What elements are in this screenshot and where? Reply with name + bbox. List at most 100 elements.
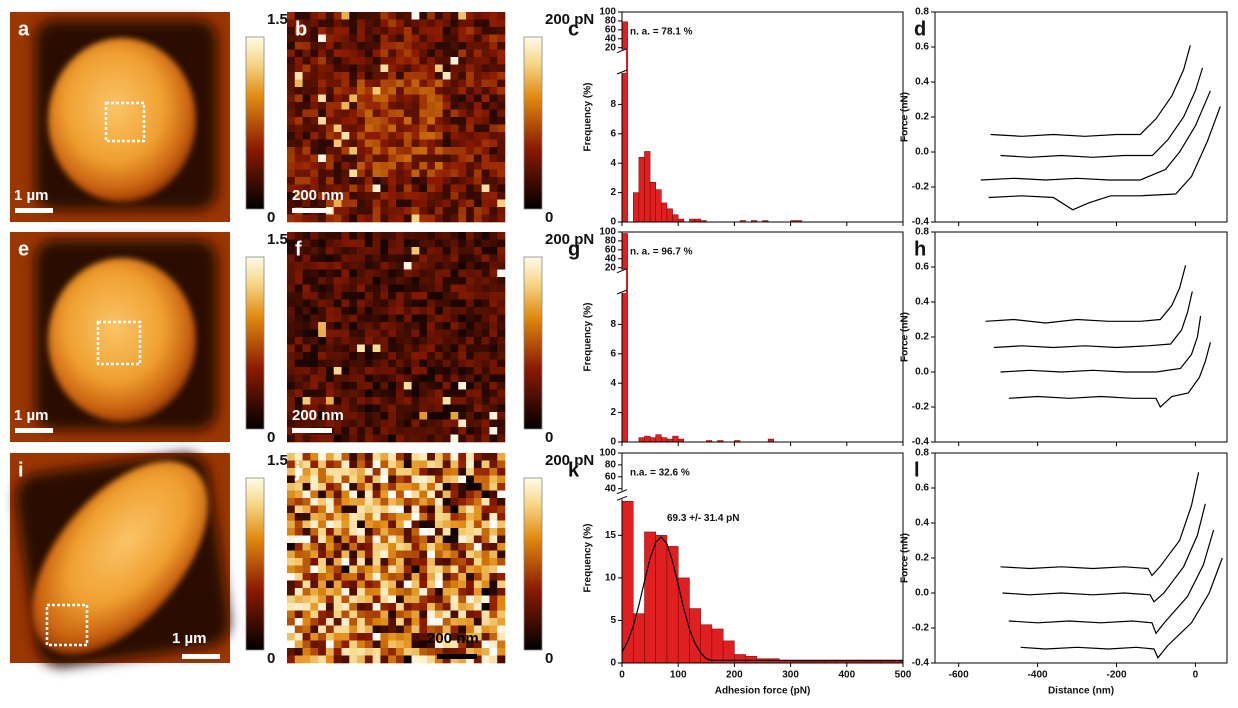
pixel [403, 79, 412, 88]
pixel [419, 374, 428, 383]
pixel [466, 640, 475, 649]
pixel [396, 389, 405, 398]
pixel [333, 34, 342, 43]
pixel [450, 498, 459, 506]
pixel [473, 588, 482, 596]
pixel [442, 192, 451, 200]
pixel [458, 34, 467, 43]
pixel [458, 117, 467, 125]
pixel [481, 299, 490, 308]
pixel [403, 239, 412, 248]
pixel [325, 147, 335, 155]
pixel [325, 232, 335, 240]
pixel [357, 520, 366, 529]
pixel [349, 102, 358, 110]
pixel [349, 468, 358, 476]
pixel [411, 79, 420, 88]
pixel [419, 94, 428, 103]
pixel [497, 618, 506, 626]
pixel [411, 382, 420, 390]
pixel [481, 588, 490, 596]
colorbar [245, 256, 265, 430]
pixel [318, 550, 327, 559]
pixel [411, 199, 420, 208]
pixel [310, 389, 319, 398]
pixel [450, 513, 459, 521]
pixel [325, 344, 335, 353]
pixel [489, 434, 498, 443]
pixel [302, 49, 311, 58]
pixel [364, 337, 373, 345]
pixel [419, 483, 428, 491]
pixel [357, 169, 366, 178]
pixel [380, 254, 389, 263]
pixel [411, 299, 420, 308]
pixel [302, 528, 311, 536]
pixel [419, 359, 428, 368]
pixel [333, 520, 342, 529]
pixel [302, 520, 311, 529]
pixel [372, 49, 381, 58]
pixel [364, 307, 373, 315]
force-curve [988, 106, 1221, 211]
pixel [450, 247, 459, 255]
pixel [372, 277, 381, 285]
pixel [481, 109, 490, 118]
pixel [388, 102, 397, 110]
pixel [388, 239, 397, 248]
pixel [458, 184, 467, 193]
pixel [396, 427, 405, 435]
pixel [364, 27, 373, 35]
pixel [341, 239, 350, 248]
pixel [481, 498, 490, 506]
pixel [325, 558, 335, 566]
pixel [466, 468, 475, 476]
pixel [349, 543, 358, 551]
pixel [450, 207, 459, 215]
pixel [310, 27, 319, 35]
pixel [287, 34, 296, 43]
pixel [497, 87, 506, 95]
pixel [349, 87, 358, 95]
pixel [497, 412, 506, 420]
pixel [364, 72, 373, 80]
pixel [419, 117, 428, 125]
pixel [403, 505, 412, 514]
pixel [349, 169, 358, 178]
pixel [380, 292, 389, 300]
pixel [403, 528, 412, 536]
pixel [341, 434, 350, 443]
pixel [427, 79, 436, 88]
pixel [403, 254, 412, 263]
pixel [341, 329, 350, 338]
pixel [466, 177, 475, 185]
pixel [357, 314, 366, 323]
pixel [442, 254, 451, 263]
pixel [434, 269, 444, 278]
pixel [364, 12, 373, 20]
y-tick-label: 0.8 [915, 448, 929, 459]
pixel [310, 404, 319, 413]
pixel [333, 269, 342, 278]
pixel [396, 94, 405, 103]
pixel [388, 520, 397, 529]
pixel [466, 42, 475, 50]
pixel [450, 102, 459, 110]
pixel [333, 254, 342, 263]
pixel [473, 543, 482, 551]
pixel [287, 640, 296, 649]
pixel [442, 389, 451, 398]
pixel [450, 314, 459, 323]
pixel [349, 214, 358, 223]
pixel [434, 633, 444, 641]
pixel [481, 139, 490, 148]
scale-bar [182, 654, 220, 659]
pixel [497, 580, 506, 589]
pixel [489, 207, 498, 215]
pixel [466, 595, 475, 604]
pixel [287, 162, 296, 170]
pixel [396, 603, 405, 611]
pixel [497, 565, 506, 574]
pixel [333, 162, 342, 170]
pixel [364, 427, 373, 435]
